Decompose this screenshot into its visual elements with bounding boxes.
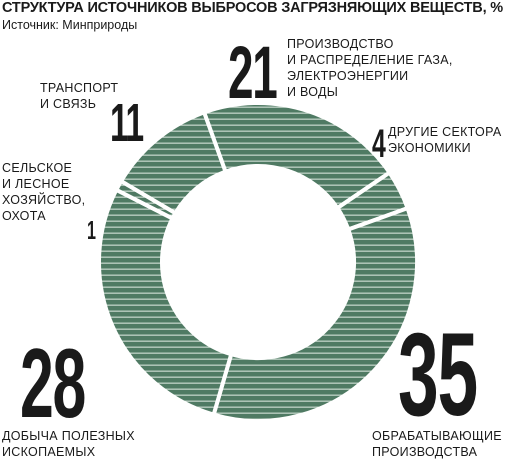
label-transport: ТРАНСПОРТ И СВЯЗЬ bbox=[40, 81, 119, 111]
chart-title: СТРУКТУРА ИСТОЧНИКОВ ВЫБРОСОВ ЗАГРЯЗНЯЮЩ… bbox=[2, 0, 503, 16]
slice-mining bbox=[97, 187, 234, 418]
value-transport: 11 bbox=[110, 93, 144, 153]
value-gas: 21 bbox=[228, 31, 278, 114]
value-manuf: 35 bbox=[398, 309, 478, 441]
value-mining: 28 bbox=[20, 328, 86, 438]
chart-source: Источник: Минприроды bbox=[2, 18, 138, 32]
value-agri: 1 bbox=[87, 215, 96, 245]
label-mining: ДОБЫЧА ПОЛЕЗНЫХ ИСКОПАЕМЫХ bbox=[2, 429, 135, 459]
label-manuf: ОБРАБАТЫВАЮЩИЕ ПРОИЗВОДСТВА bbox=[372, 429, 502, 459]
label-gas: ПРОИЗВОДСТВО И РАСПРЕДЕЛЕНИЕ ГАЗА, ЭЛЕКТ… bbox=[287, 37, 453, 99]
label-agri: СЕЛЬСКОЕ И ЛЕСНОЕ ХОЗЯЙСТВО, ОХОТА bbox=[2, 161, 86, 223]
value-other: 4 bbox=[372, 122, 386, 166]
slice-transport bbox=[118, 109, 229, 216]
slice-manuf bbox=[211, 205, 419, 423]
label-other: ДРУГИЕ СЕКТОРА ЭКОНОМИКИ bbox=[388, 125, 502, 155]
